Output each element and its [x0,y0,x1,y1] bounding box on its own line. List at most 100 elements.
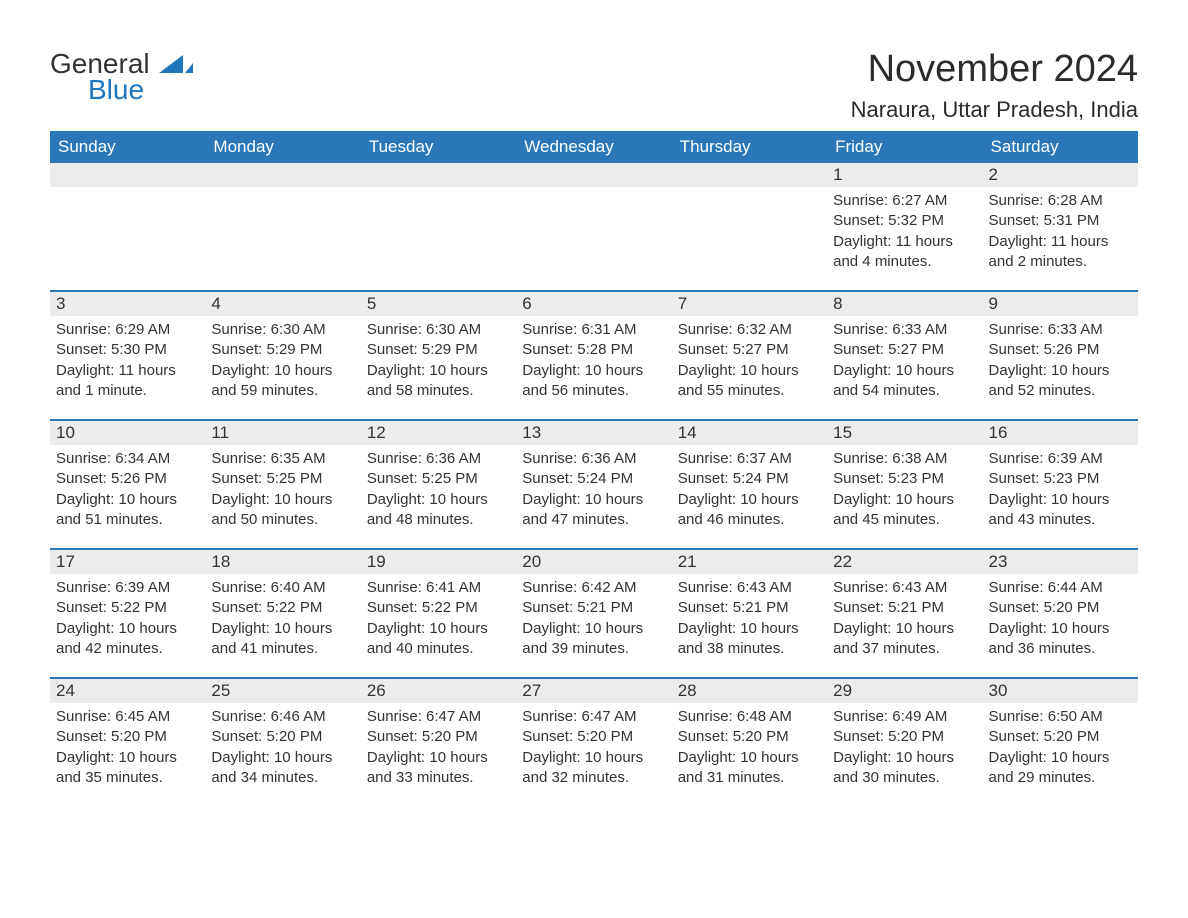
sunset-line: Sunset: 5:27 PM [678,340,821,360]
daylight-line: Daylight: 10 hours and 34 minutes. [211,748,354,789]
day-number [672,163,827,187]
day-cell: 26Sunrise: 6:47 AMSunset: 5:20 PMDayligh… [361,679,516,792]
sunrise-line: Sunrise: 6:46 AM [211,707,354,727]
day-details: Sunrise: 6:49 AMSunset: 5:20 PMDaylight:… [827,703,982,792]
sunrise-line: Sunrise: 6:36 AM [367,449,510,469]
day-number [50,163,205,187]
sunset-line: Sunset: 5:21 PM [522,598,665,618]
day-cell: 3Sunrise: 6:29 AMSunset: 5:30 PMDaylight… [50,292,205,405]
sunrise-line: Sunrise: 6:35 AM [211,449,354,469]
day-number: 17 [50,550,205,574]
day-number: 6 [516,292,671,316]
day-number: 11 [205,421,360,445]
daylight-line: Daylight: 10 hours and 40 minutes. [367,619,510,660]
daylight-line: Daylight: 10 hours and 32 minutes. [522,748,665,789]
day-details: Sunrise: 6:33 AMSunset: 5:26 PMDaylight:… [983,316,1138,405]
brand-triangle-icon [159,48,193,80]
daylight-line: Daylight: 10 hours and 59 minutes. [211,361,354,402]
day-number: 9 [983,292,1138,316]
sunset-line: Sunset: 5:22 PM [367,598,510,618]
daylight-line: Daylight: 10 hours and 37 minutes. [833,619,976,660]
title-block: November 2024 Naraura, Uttar Pradesh, In… [851,48,1138,131]
day-cell: 8Sunrise: 6:33 AMSunset: 5:27 PMDaylight… [827,292,982,405]
day-details: Sunrise: 6:28 AMSunset: 5:31 PMDaylight:… [983,187,1138,276]
dow-cell: Tuesday [361,131,516,163]
day-details: Sunrise: 6:36 AMSunset: 5:24 PMDaylight:… [516,445,671,534]
day-cell: 20Sunrise: 6:42 AMSunset: 5:21 PMDayligh… [516,550,671,663]
sunset-line: Sunset: 5:20 PM [833,727,976,747]
day-number [516,163,671,187]
day-cell: 14Sunrise: 6:37 AMSunset: 5:24 PMDayligh… [672,421,827,534]
day-details: Sunrise: 6:50 AMSunset: 5:20 PMDaylight:… [983,703,1138,792]
sunset-line: Sunset: 5:22 PM [56,598,199,618]
sunset-line: Sunset: 5:25 PM [367,469,510,489]
day-cell [516,163,671,276]
day-number: 19 [361,550,516,574]
sunrise-line: Sunrise: 6:29 AM [56,320,199,340]
daylight-line: Daylight: 10 hours and 35 minutes. [56,748,199,789]
day-number: 10 [50,421,205,445]
week-row: 24Sunrise: 6:45 AMSunset: 5:20 PMDayligh… [50,677,1138,792]
daylight-line: Daylight: 10 hours and 47 minutes. [522,490,665,531]
daylight-line: Daylight: 10 hours and 56 minutes. [522,361,665,402]
day-details: Sunrise: 6:39 AMSunset: 5:23 PMDaylight:… [983,445,1138,534]
sunrise-line: Sunrise: 6:33 AM [989,320,1132,340]
daylight-line: Daylight: 10 hours and 31 minutes. [678,748,821,789]
dow-cell: Wednesday [516,131,671,163]
day-cell: 16Sunrise: 6:39 AMSunset: 5:23 PMDayligh… [983,421,1138,534]
day-cell: 28Sunrise: 6:48 AMSunset: 5:20 PMDayligh… [672,679,827,792]
sunset-line: Sunset: 5:21 PM [678,598,821,618]
day-cell: 9Sunrise: 6:33 AMSunset: 5:26 PMDaylight… [983,292,1138,405]
day-details: Sunrise: 6:43 AMSunset: 5:21 PMDaylight:… [827,574,982,663]
location-subtitle: Naraura, Uttar Pradesh, India [851,97,1138,123]
day-number: 8 [827,292,982,316]
week-row: 10Sunrise: 6:34 AMSunset: 5:26 PMDayligh… [50,419,1138,534]
sunrise-line: Sunrise: 6:40 AM [211,578,354,598]
day-details: Sunrise: 6:48 AMSunset: 5:20 PMDaylight:… [672,703,827,792]
sunset-line: Sunset: 5:23 PM [989,469,1132,489]
daylight-line: Daylight: 10 hours and 45 minutes. [833,490,976,531]
sunrise-line: Sunrise: 6:50 AM [989,707,1132,727]
month-title: November 2024 [851,48,1138,91]
sunset-line: Sunset: 5:20 PM [211,727,354,747]
day-details: Sunrise: 6:45 AMSunset: 5:20 PMDaylight:… [50,703,205,792]
sunset-line: Sunset: 5:28 PM [522,340,665,360]
sunrise-line: Sunrise: 6:47 AM [522,707,665,727]
daylight-line: Daylight: 11 hours and 4 minutes. [833,232,976,273]
sunset-line: Sunset: 5:20 PM [367,727,510,747]
day-cell: 1Sunrise: 6:27 AMSunset: 5:32 PMDaylight… [827,163,982,276]
day-cell: 21Sunrise: 6:43 AMSunset: 5:21 PMDayligh… [672,550,827,663]
brand-logo: General Blue [50,48,193,106]
week-row: 3Sunrise: 6:29 AMSunset: 5:30 PMDaylight… [50,290,1138,405]
dow-cell: Friday [827,131,982,163]
sunrise-line: Sunrise: 6:44 AM [989,578,1132,598]
day-details: Sunrise: 6:38 AMSunset: 5:23 PMDaylight:… [827,445,982,534]
day-cell: 25Sunrise: 6:46 AMSunset: 5:20 PMDayligh… [205,679,360,792]
sunrise-line: Sunrise: 6:39 AM [56,578,199,598]
daylight-line: Daylight: 10 hours and 58 minutes. [367,361,510,402]
sunset-line: Sunset: 5:27 PM [833,340,976,360]
daylight-line: Daylight: 10 hours and 38 minutes. [678,619,821,660]
day-cell: 15Sunrise: 6:38 AMSunset: 5:23 PMDayligh… [827,421,982,534]
day-cell: 10Sunrise: 6:34 AMSunset: 5:26 PMDayligh… [50,421,205,534]
day-cell: 30Sunrise: 6:50 AMSunset: 5:20 PMDayligh… [983,679,1138,792]
sunrise-line: Sunrise: 6:43 AM [678,578,821,598]
sunset-line: Sunset: 5:23 PM [833,469,976,489]
day-cell: 17Sunrise: 6:39 AMSunset: 5:22 PMDayligh… [50,550,205,663]
day-details: Sunrise: 6:39 AMSunset: 5:22 PMDaylight:… [50,574,205,663]
header: General Blue November 2024 Naraura, Utta… [50,48,1138,131]
sunset-line: Sunset: 5:22 PM [211,598,354,618]
day-cell [361,163,516,276]
sunrise-line: Sunrise: 6:32 AM [678,320,821,340]
day-details: Sunrise: 6:43 AMSunset: 5:21 PMDaylight:… [672,574,827,663]
day-number: 16 [983,421,1138,445]
daylight-line: Daylight: 10 hours and 51 minutes. [56,490,199,531]
sunset-line: Sunset: 5:24 PM [522,469,665,489]
day-details: Sunrise: 6:35 AMSunset: 5:25 PMDaylight:… [205,445,360,534]
day-details: Sunrise: 6:46 AMSunset: 5:20 PMDaylight:… [205,703,360,792]
daylight-line: Daylight: 11 hours and 2 minutes. [989,232,1132,273]
day-details: Sunrise: 6:29 AMSunset: 5:30 PMDaylight:… [50,316,205,405]
day-details: Sunrise: 6:47 AMSunset: 5:20 PMDaylight:… [516,703,671,792]
calendar-page: General Blue November 2024 Naraura, Utta… [0,0,1188,832]
day-number: 23 [983,550,1138,574]
